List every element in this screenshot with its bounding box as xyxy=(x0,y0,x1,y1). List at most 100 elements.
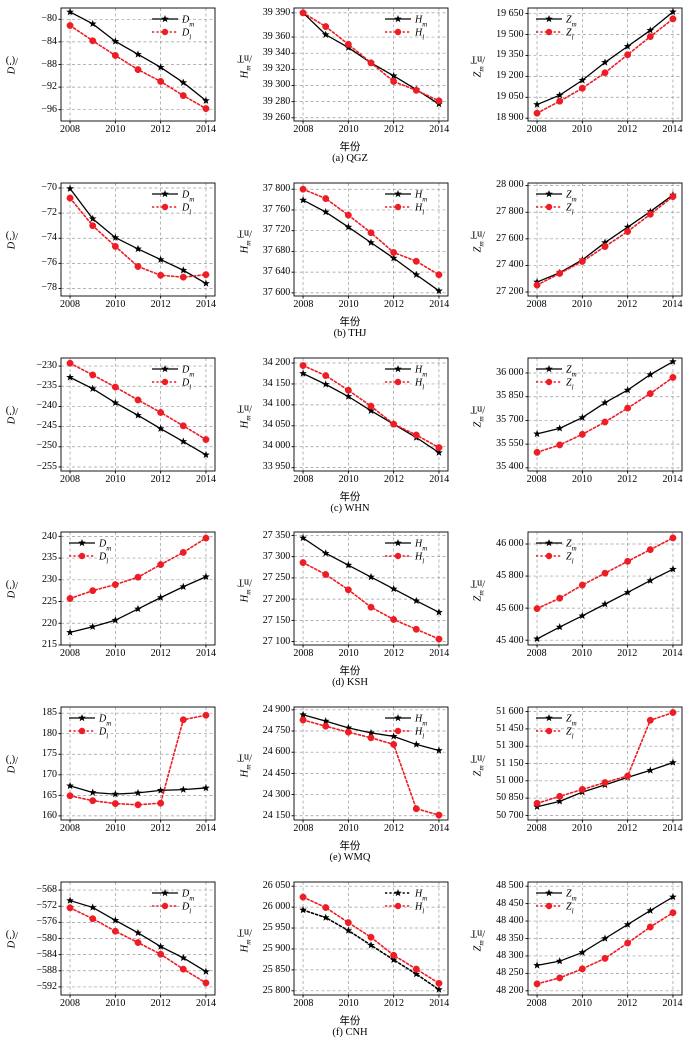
x-axis-label: 年份 xyxy=(339,841,361,853)
y-tick-label: 235 xyxy=(42,552,57,564)
x-tick-label: 2014 xyxy=(429,298,450,310)
y-tick-label: 27 350 xyxy=(262,529,291,541)
x-tick-label: 2014 xyxy=(429,473,450,485)
svg-text:Zm: Zm xyxy=(566,364,577,378)
x-tick-label: 2010 xyxy=(571,648,592,660)
y-tick-label: 27 200 xyxy=(496,285,524,297)
x-tick-label: 2010 xyxy=(338,998,359,1009)
x-tick-label: 2010 xyxy=(338,124,359,135)
y-tick-label: 48 250 xyxy=(496,967,524,979)
x-tick-label: 2008 xyxy=(60,998,81,1009)
svg-text:Hl: Hl xyxy=(414,901,424,915)
chart-panel-ksh-D: D/(′) Dm Dl 215 220 225 230 235 240 2008 2010 2012 2… xyxy=(0,524,233,699)
x-tick-label: 2012 xyxy=(150,473,171,485)
y-tick-label: 36 000 xyxy=(496,366,524,378)
svg-text:Dl: Dl xyxy=(181,202,191,216)
y-tick-label: 39 320 xyxy=(262,63,291,75)
x-tick-label: 2012 xyxy=(617,124,638,135)
x-tick-label: 2012 xyxy=(383,298,404,310)
svg-text:Zm: Zm xyxy=(566,189,577,203)
x-tick-label: 2008 xyxy=(293,124,314,135)
x-tick-label: 2014 xyxy=(662,298,683,310)
panel-caption-1: (b) THJ xyxy=(333,327,367,339)
x-tick-label: 2008 xyxy=(526,298,547,310)
panel-caption-4: (e) WMQ xyxy=(329,852,371,864)
chart-panel-cnh-D: D/(′) Dm Dl −592 −588 −584 −580 −576 −572 −568 200… xyxy=(0,874,233,1049)
x-tick-label: 2012 xyxy=(383,124,404,135)
panel-caption-0: (a) QGZ xyxy=(332,153,368,164)
y-tick-label: 48 500 xyxy=(496,880,524,892)
svg-text:Hm: Hm xyxy=(414,14,427,28)
x-tick-label: 2010 xyxy=(105,648,126,660)
panel-caption-5: (f) CNH xyxy=(332,1027,368,1038)
y-tick-label: 39 340 xyxy=(262,47,291,59)
x-tick-label: 2014 xyxy=(662,823,683,835)
y-tick-label: 180 xyxy=(42,727,57,739)
svg-text:Dm: Dm xyxy=(181,189,194,203)
y-tick-label: 24 450 xyxy=(262,767,291,779)
chart-panel-ksh-H: Hm/nT Hm Hl 27 100 27 150 27 200 27 250 37 300 2… xyxy=(233,524,466,699)
y-tick-label: 34 000 xyxy=(262,440,291,452)
y-tick-label: 51 450 xyxy=(496,723,524,735)
panel-caption-3: (d) KSH xyxy=(332,677,368,689)
chart-panel-thj-Z: Zm/nT Zm Zl 27 200 27 400 27 600 27 800 28 000 2… xyxy=(467,175,700,350)
x-tick-label: 2014 xyxy=(195,473,216,485)
y-tick-label: 48 350 xyxy=(496,932,524,944)
y-tick-label: 39 390 xyxy=(262,6,291,18)
svg-text:Dl: Dl xyxy=(181,27,191,41)
svg-text:Zm: Zm xyxy=(566,539,577,553)
y-tick-label: 35 850 xyxy=(496,390,524,402)
svg-text:Zl: Zl xyxy=(566,377,574,391)
y-tick-label: 24 600 xyxy=(262,746,291,758)
y-tick-label: −235 xyxy=(36,379,57,391)
y-tick-label: 19 650 xyxy=(496,7,524,19)
y-tick-label: 37 760 xyxy=(262,203,291,215)
x-tick-label: 2012 xyxy=(383,648,404,660)
x-tick-label: 2014 xyxy=(662,648,683,660)
y-tick-label: 39 360 xyxy=(262,31,291,43)
x-axis-label: 年份 xyxy=(339,316,361,328)
y-tick-label: 26 000 xyxy=(262,901,291,913)
y-tick-label: 37 800 xyxy=(262,183,291,195)
y-tick-label: 34 100 xyxy=(262,398,291,410)
x-tick-label: 2012 xyxy=(150,124,171,135)
chart-panel-whn-Z: Zm/nT Zm Zl 35 400 35 550 35 700 35 850 36 000 2… xyxy=(467,350,700,525)
x-tick-label: 2010 xyxy=(338,648,359,660)
y-tick-label: 35 550 xyxy=(496,437,524,449)
y-tick-label: −250 xyxy=(36,440,57,452)
svg-text:Dl: Dl xyxy=(181,901,191,915)
svg-text:Zm: Zm xyxy=(566,14,577,28)
chart-panel-cnh-Z: Zm/nT Zm Zl 48 200 48 250 48 300 48 350 48 400 4… xyxy=(467,874,700,1049)
y-tick-label: 19 200 xyxy=(496,70,524,82)
y-tick-label: −245 xyxy=(36,420,57,432)
y-tick-label: −78 xyxy=(41,282,57,294)
svg-text:Dl: Dl xyxy=(98,727,108,741)
x-tick-label: 2012 xyxy=(150,298,171,310)
x-tick-label: 2014 xyxy=(429,124,450,135)
chart-panel-wmq-H: Hm/nT Hm Hl 24 150 24 300 24 450 24 600 24 750 2… xyxy=(233,699,466,874)
x-tick-label: 2008 xyxy=(293,823,314,835)
x-tick-label: 2014 xyxy=(195,124,216,135)
svg-text:Zl: Zl xyxy=(566,202,574,216)
x-tick-label: 2008 xyxy=(526,473,547,485)
x-tick-label: 2014 xyxy=(195,648,216,660)
y-tick-label: 220 xyxy=(42,617,57,629)
y-tick-label: 50 700 xyxy=(496,809,524,821)
y-tick-label: −72 xyxy=(41,206,57,218)
x-tick-label: 2008 xyxy=(60,473,81,485)
y-tick-label: 27 800 xyxy=(496,206,524,218)
y-tick-label: 19 350 xyxy=(496,49,524,61)
y-tick-label: 25 800 xyxy=(262,984,291,996)
y-tick-label: −240 xyxy=(36,400,57,412)
x-tick-label: 2008 xyxy=(293,998,314,1009)
y-tick-label: 230 xyxy=(42,574,57,586)
